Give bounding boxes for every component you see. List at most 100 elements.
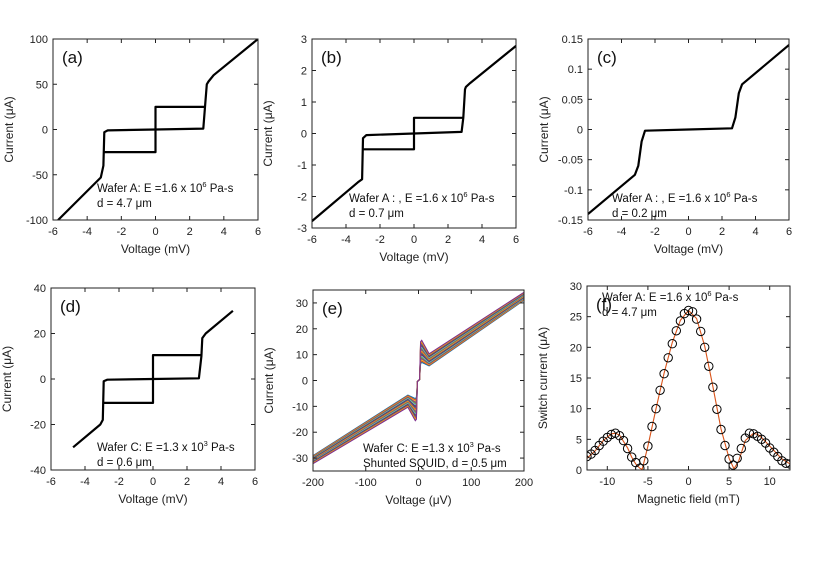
panel-c: -6 -4 -2 0 2 4 6 -0.15 -0.1 -0.05 0 0.05 0.1 0.15 Volt… xyxy=(537,34,792,256)
panel-f: -10 -5 0 5 10 0 5 10 15 20 25 30 Magnetic field (mT)… xyxy=(536,281,791,506)
iv-curve-2 xyxy=(103,354,202,404)
y-tick-label: 0 xyxy=(577,125,583,137)
data-point xyxy=(618,435,629,446)
y-tick-label: -10 xyxy=(292,401,308,413)
y-tick-label: 40 xyxy=(34,283,46,295)
data-point xyxy=(631,457,641,468)
annotation-exponent: 3 xyxy=(204,439,208,448)
x-tick-label: 0 xyxy=(152,226,158,238)
x-axis-label: Voltage (μV) xyxy=(385,493,451,507)
x-tick-label: -5 xyxy=(643,476,653,488)
x-tick-label: -6 xyxy=(48,226,58,238)
data-point xyxy=(651,404,661,414)
x-tick-label: -2 xyxy=(116,226,126,238)
annotation-line-1: Wafer A: E =1.6 x 106 Pa-s xyxy=(97,180,234,195)
y-tick-label: -100 xyxy=(26,215,48,227)
y-tick-label: -3 xyxy=(297,223,307,235)
x-tick-label: -6 xyxy=(46,476,56,488)
panel-label: (f) xyxy=(596,295,612,314)
x-tick-label: 0 xyxy=(150,476,156,488)
x-tick-label: -200 xyxy=(302,477,324,489)
y-tick-label: 30 xyxy=(296,298,308,310)
data-point xyxy=(712,404,722,414)
iv-curve-1 xyxy=(312,45,516,222)
x-tick-label: 10 xyxy=(764,476,776,488)
iv-curve-2 xyxy=(363,116,464,151)
data-point xyxy=(744,428,755,438)
plot-area xyxy=(72,309,234,449)
y-tick-label: 0.05 xyxy=(562,94,583,106)
annotation-text: Wafer C: E =1.3 x 10 xyxy=(363,443,470,455)
data-point xyxy=(655,385,665,395)
y-axis-label: Current (μA) xyxy=(0,346,14,412)
y-axis-label: Current (μA) xyxy=(537,96,551,162)
x-tick-label: 2 xyxy=(187,226,193,238)
y-tick-label: 0.1 xyxy=(568,64,583,76)
x-tick-label: 100 xyxy=(462,477,480,489)
y-tick-label: -1 xyxy=(297,160,307,172)
x-axis-label: Voltage (mV) xyxy=(654,242,723,256)
x-axis-label: Voltage (mV) xyxy=(118,492,187,506)
x-tick-label: -2 xyxy=(650,226,660,238)
y-tick-label: 1 xyxy=(301,97,307,109)
plot-area xyxy=(587,305,790,470)
x-tick-label: -6 xyxy=(307,234,317,246)
x-tick-label: 4 xyxy=(752,226,758,238)
y-tick-label: -50 xyxy=(32,170,48,182)
annotation-exponent: 6 xyxy=(202,180,206,189)
annotation-exponent: 6 xyxy=(726,190,730,199)
y-tick-label: 15 xyxy=(570,373,582,385)
annotation-text: Wafer A : , E =1.6 x 10 xyxy=(612,193,726,205)
data-point xyxy=(708,382,718,392)
x-tick-label: 6 xyxy=(786,226,792,238)
panel-label: (e) xyxy=(322,299,343,318)
data-point xyxy=(728,460,738,470)
annotation-line-2: d = 4.7 μm xyxy=(602,307,657,319)
x-tick-label: 6 xyxy=(255,226,261,238)
annotation-text: Wafer C: E =1.3 x 10 xyxy=(97,442,204,454)
y-tick-label: 0 xyxy=(302,376,308,388)
x-tick-label: -4 xyxy=(341,234,351,246)
y-tick-label: 25 xyxy=(570,312,582,324)
annotation-exponent: 6 xyxy=(463,190,467,199)
annotation-line-1: Wafer A : , E =1.6 x 106 Pa-s xyxy=(612,190,758,205)
annotation-exponent: 6 xyxy=(707,289,711,298)
y-tick-label: 30 xyxy=(570,281,582,293)
y-tick-label: 20 xyxy=(34,329,46,341)
y-tick-label: -0.15 xyxy=(558,215,583,227)
data-point xyxy=(643,441,653,451)
data-point xyxy=(691,314,702,324)
y-tick-label: -2 xyxy=(297,192,307,204)
data-point xyxy=(781,458,790,468)
iv-curve-18 xyxy=(313,291,524,465)
x-tick-label: 2 xyxy=(184,476,190,488)
x-tick-label: 0 xyxy=(411,234,417,246)
data-point xyxy=(696,326,706,337)
annotation-unit: Pa-s xyxy=(208,442,235,454)
x-tick-label: 4 xyxy=(221,226,227,238)
annotation-line-2: d = 0.7 μm xyxy=(349,208,404,220)
x-tick-label: 6 xyxy=(252,476,258,488)
y-axis-label: Current (μA) xyxy=(261,100,275,166)
y-tick-label: -0.05 xyxy=(558,155,583,167)
x-tick-label: -6 xyxy=(583,226,593,238)
x-tick-label: -10 xyxy=(599,476,615,488)
y-tick-label: -20 xyxy=(30,420,46,432)
plot-area xyxy=(588,44,789,215)
annotation-text: Wafer A : , E =1.6 x 10 xyxy=(349,193,463,205)
x-tick-label: 4 xyxy=(479,234,485,246)
y-tick-label: 100 xyxy=(30,34,48,46)
annotation-line-2: d = 4.7 μm xyxy=(97,198,152,210)
annotation-unit: Pa-s xyxy=(712,292,739,304)
x-tick-label: 6 xyxy=(513,234,519,246)
y-tick-label: 5 xyxy=(576,434,582,446)
y-tick-label: 10 xyxy=(296,350,308,362)
annotation-unit: Pa-s xyxy=(731,193,758,205)
annotation-line-1: Wafer A : , E =1.6 x 106 Pa-s xyxy=(349,190,495,205)
plot-area xyxy=(312,45,516,222)
y-tick-label: 50 xyxy=(36,79,48,91)
